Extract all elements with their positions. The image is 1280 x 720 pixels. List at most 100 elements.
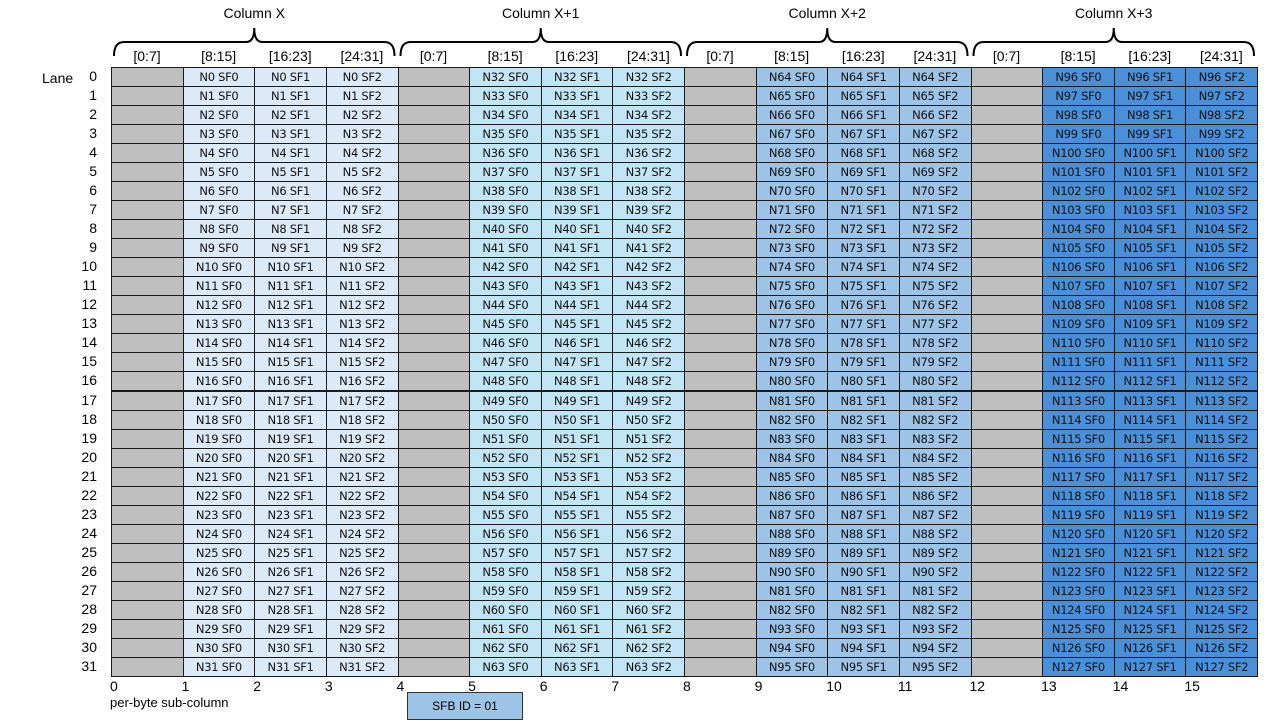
sf-cell: N81 SF2 [898, 580, 972, 601]
sf-cell: N23 SF0 [182, 504, 256, 525]
sf-cell: N122 SF1 [1113, 561, 1187, 582]
unused-cell [970, 276, 1044, 297]
sf-cell: N33 SF2 [612, 86, 685, 107]
sf-cell: N37 SF2 [612, 162, 685, 183]
sf-cell: N85 SF2 [898, 466, 972, 487]
sub-column-number: 3 [324, 678, 333, 694]
sf-cell: N82 SF1 [827, 599, 900, 620]
sf-cell: N101 SF2 [1185, 162, 1258, 183]
sf-cell: N39 SF0 [469, 200, 542, 221]
unused-cell [970, 466, 1044, 487]
sf-cell: N32 SF1 [540, 67, 614, 88]
sf-cell: N72 SF1 [827, 219, 900, 240]
sf-cell: N81 SF0 [755, 580, 829, 601]
byte-header: [16:23] [1128, 48, 1172, 64]
sf-cell: N77 SF0 [755, 314, 829, 335]
sf-cell: N83 SF1 [827, 428, 900, 449]
sf-cell: N13 SF0 [182, 314, 256, 335]
lane-number: 0 [89, 68, 97, 84]
sf-cell: N28 SF0 [182, 599, 256, 620]
sf-cell: N15 SF1 [254, 352, 327, 373]
unused-cell [970, 504, 1044, 525]
sf-cell: N5 SF0 [182, 162, 256, 183]
sf-cell: N64 SF0 [755, 67, 829, 88]
sf-cell: N50 SF0 [469, 409, 542, 430]
sf-cell: N29 SF2 [325, 618, 399, 639]
unused-cell [970, 105, 1044, 126]
sf-cell: N78 SF1 [827, 333, 900, 354]
sf-cell: N116 SF0 [1042, 447, 1115, 468]
lane-number: 8 [89, 220, 97, 237]
lane-number: 25 [81, 543, 97, 560]
sf-cell: N86 SF1 [827, 485, 900, 506]
unused-cell [397, 352, 471, 373]
sf-cell: N119 SF2 [1185, 504, 1258, 525]
sf-cell: N20 SF1 [254, 447, 327, 468]
sf-cell: N29 SF0 [182, 618, 256, 639]
unused-cell [111, 200, 184, 221]
byte-header: [0:7] [133, 48, 161, 64]
sf-cell: N26 SF1 [254, 561, 327, 582]
sf-cell: N74 SF2 [898, 257, 972, 278]
sf-cell: N59 SF1 [540, 580, 614, 601]
sf-cell: N101 SF1 [1113, 162, 1187, 183]
sf-cell: N28 SF1 [254, 599, 327, 620]
unused-cell [684, 124, 757, 145]
unused-cell [684, 181, 757, 202]
unused-cell [111, 124, 184, 145]
unused-cell [684, 523, 757, 544]
sf-cell: N98 SF2 [1185, 105, 1258, 126]
unused-cell [684, 276, 757, 297]
sf-cell: N44 SF1 [540, 295, 614, 316]
unused-cell [397, 200, 471, 221]
sf-cell: N59 SF0 [469, 580, 542, 601]
unused-cell [970, 485, 1044, 506]
unused-cell [397, 295, 471, 316]
sf-cell: N115 SF2 [1185, 428, 1258, 449]
sf-cell: N120 SF2 [1185, 523, 1258, 544]
sf-cell: N90 SF1 [827, 561, 900, 582]
sf-cell: N119 SF0 [1042, 504, 1115, 525]
sf-cell: N111 SF2 [1185, 352, 1258, 373]
sf-cell: N73 SF1 [827, 238, 900, 259]
unused-cell [111, 181, 184, 202]
sf-cell: N122 SF0 [1042, 561, 1115, 582]
sf-cell: N47 SF2 [612, 352, 685, 373]
sf-cell: N7 SF2 [325, 200, 399, 221]
unused-cell [111, 67, 184, 88]
sf-cell: N20 SF0 [182, 447, 256, 468]
sf-cell: N94 SF1 [827, 637, 900, 658]
sf-cell: N77 SF2 [898, 314, 972, 335]
sf-cell: N75 SF0 [755, 276, 829, 297]
unused-cell [111, 409, 184, 430]
sf-cell: N113 SF2 [1185, 390, 1258, 411]
sf-cell: N103 SF2 [1185, 200, 1258, 221]
sf-cell: N25 SF1 [254, 542, 327, 563]
sf-cell: N39 SF2 [612, 200, 685, 221]
sf-cell: N53 SF1 [540, 466, 614, 487]
sf-cell: N38 SF2 [612, 181, 685, 202]
unused-cell [111, 257, 184, 278]
sf-cell: N12 SF1 [254, 295, 327, 316]
sf-cell: N43 SF2 [612, 276, 685, 297]
unused-cell [684, 105, 757, 126]
group-title: Column X+1 [502, 5, 580, 21]
unused-cell [970, 352, 1044, 373]
sub-column-number: 14 [1112, 678, 1129, 694]
sf-cell: N37 SF1 [540, 162, 614, 183]
sf-cell: N79 SF1 [827, 352, 900, 373]
unused-cell [397, 67, 471, 88]
unused-cell [970, 181, 1044, 202]
sf-cell: N119 SF1 [1113, 504, 1187, 525]
sf-cell: N124 SF0 [1042, 599, 1115, 620]
sf-cell: N113 SF0 [1042, 390, 1115, 411]
sf-cell: N60 SF1 [540, 599, 614, 620]
axis-label: per-byte sub-column [110, 695, 229, 710]
sf-cell: N46 SF1 [540, 333, 614, 354]
sf-cell: N30 SF2 [325, 637, 399, 658]
sf-cell: N61 SF1 [540, 618, 614, 639]
unused-cell [397, 599, 471, 620]
lane-number: 15 [81, 353, 97, 370]
